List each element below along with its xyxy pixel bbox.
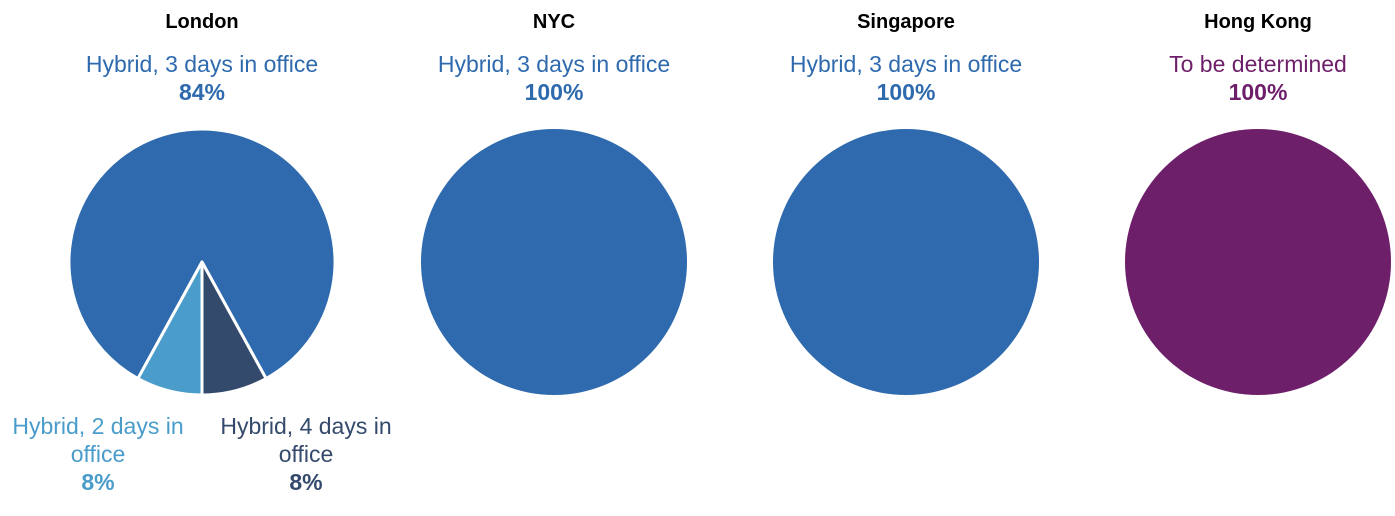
category-label: Hybrid, 3 days in office bbox=[85, 51, 319, 77]
value-label: 100% bbox=[524, 79, 584, 105]
category-label: Hybrid, 4 days in office bbox=[220, 413, 392, 467]
value-label: 8% bbox=[289, 469, 323, 495]
category-label: Hybrid, 3 days in office bbox=[789, 51, 1023, 77]
slice-label: Hybrid, 3 days in office 84% bbox=[32, 50, 372, 106]
slice-label: Hybrid, 2 days in office 8% bbox=[0, 412, 198, 496]
value-label: 84% bbox=[178, 79, 226, 105]
category-label: Hybrid, 3 days in office bbox=[437, 51, 671, 77]
pie-slice bbox=[1125, 129, 1391, 395]
pie-slice bbox=[67, 127, 337, 381]
category-label: Hybrid, 2 days in office bbox=[12, 413, 184, 467]
chart-title: Singapore bbox=[857, 11, 955, 33]
value-label: 8% bbox=[81, 469, 115, 495]
chart-title: Hong Kong bbox=[1204, 11, 1312, 33]
pie-slice bbox=[136, 260, 204, 397]
slice-label: To be determined 100% bbox=[1088, 50, 1395, 106]
value-label: 100% bbox=[1228, 79, 1288, 105]
slice-label: Hybrid, 3 days in office 100% bbox=[736, 50, 1076, 106]
value-label: 100% bbox=[876, 79, 936, 105]
pie-slice bbox=[773, 129, 1039, 395]
chart-title: NYC bbox=[532, 11, 576, 33]
slice-label: Hybrid, 4 days in office 8% bbox=[206, 412, 406, 496]
category-label: To be determined bbox=[1169, 51, 1347, 77]
chart-title: London bbox=[165, 11, 239, 33]
pie-slice bbox=[421, 129, 687, 395]
slice-label: Hybrid, 3 days in office 100% bbox=[384, 50, 724, 106]
